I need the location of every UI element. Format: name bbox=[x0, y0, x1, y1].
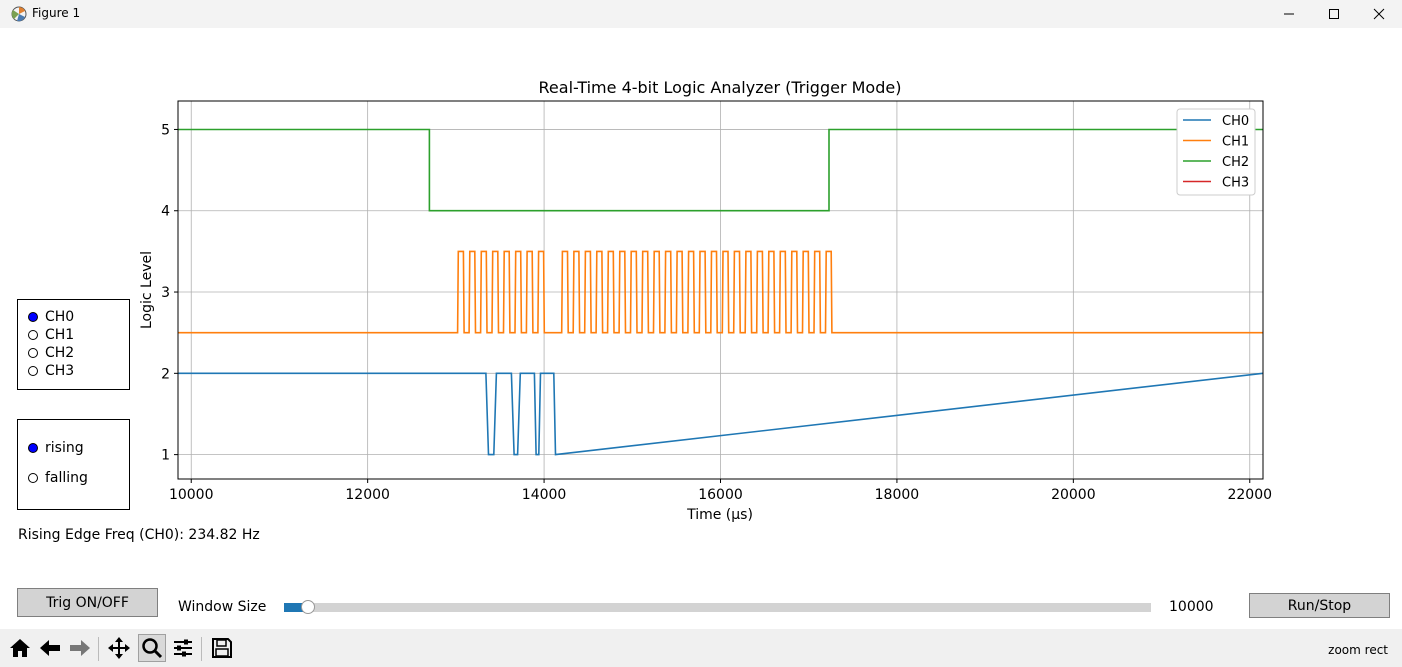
channel-option-label: CH2 bbox=[45, 345, 75, 361]
forward-button[interactable] bbox=[66, 634, 94, 662]
channel-option[interactable]: CH0 bbox=[28, 309, 74, 325]
navigation-toolbar: zoom rect bbox=[0, 629, 1402, 667]
channel-option[interactable]: CH3 bbox=[28, 363, 74, 379]
window-size-value: 10000 bbox=[1169, 599, 1214, 615]
save-button[interactable] bbox=[208, 634, 236, 662]
edge-option-label: falling bbox=[45, 470, 88, 486]
radio-icon bbox=[28, 330, 38, 340]
channel-option-label: CH3 bbox=[45, 363, 75, 379]
close-button[interactable] bbox=[1356, 0, 1402, 28]
window-size-slider[interactable] bbox=[284, 603, 1151, 612]
channel-selector: CH0 CH1 CH2 CH3 bbox=[17, 299, 130, 390]
radio-icon bbox=[28, 473, 38, 483]
matplotlib-logo-icon bbox=[11, 6, 27, 22]
maximize-icon bbox=[1329, 9, 1339, 19]
radio-icon bbox=[28, 366, 38, 376]
zoom-icon bbox=[142, 638, 163, 659]
pan-button[interactable] bbox=[105, 634, 133, 662]
toolbar-separator bbox=[98, 637, 99, 661]
home-icon bbox=[10, 639, 30, 657]
window-titlebar: Figure 1 bbox=[0, 0, 1402, 28]
configure-subplots-button[interactable] bbox=[169, 634, 197, 662]
window-size-slider-fill bbox=[284, 603, 310, 612]
minimize-button[interactable] bbox=[1266, 0, 1312, 28]
save-icon bbox=[212, 638, 232, 658]
edge-option-label: rising bbox=[45, 440, 84, 456]
edge-selector: rising falling bbox=[17, 419, 130, 510]
minimize-icon bbox=[1284, 13, 1294, 15]
window-title: Figure 1 bbox=[32, 6, 81, 20]
home-button[interactable] bbox=[6, 634, 34, 662]
radio-icon bbox=[28, 443, 38, 453]
pan-icon bbox=[108, 637, 130, 659]
window-size-slider-handle[interactable] bbox=[301, 600, 316, 614]
close-icon bbox=[1373, 8, 1385, 20]
back-button[interactable] bbox=[36, 634, 64, 662]
toolbar-status-message: zoom rect bbox=[1328, 643, 1388, 657]
back-icon bbox=[40, 640, 60, 656]
configure-subplots-icon bbox=[174, 639, 192, 657]
edge-option[interactable]: rising bbox=[28, 440, 84, 456]
trig-toggle-button[interactable]: Trig ON/OFF bbox=[17, 588, 158, 617]
channel-option[interactable]: CH2 bbox=[28, 345, 74, 361]
run-stop-button[interactable]: Run/Stop bbox=[1249, 593, 1390, 618]
toolbar-separator bbox=[201, 637, 202, 661]
radio-icon bbox=[28, 348, 38, 358]
forward-icon bbox=[70, 640, 90, 656]
edge-frequency-readout: Rising Edge Freq (CH0): 234.82 Hz bbox=[18, 527, 260, 543]
channel-option[interactable]: CH1 bbox=[28, 327, 74, 343]
maximize-button[interactable] bbox=[1311, 0, 1357, 28]
radio-icon bbox=[28, 312, 38, 322]
edge-option[interactable]: falling bbox=[28, 470, 88, 486]
zoom-button[interactable] bbox=[138, 634, 166, 662]
channel-option-label: CH1 bbox=[45, 327, 75, 343]
window-size-label: Window Size bbox=[178, 599, 267, 615]
channel-option-label: CH0 bbox=[45, 309, 75, 325]
